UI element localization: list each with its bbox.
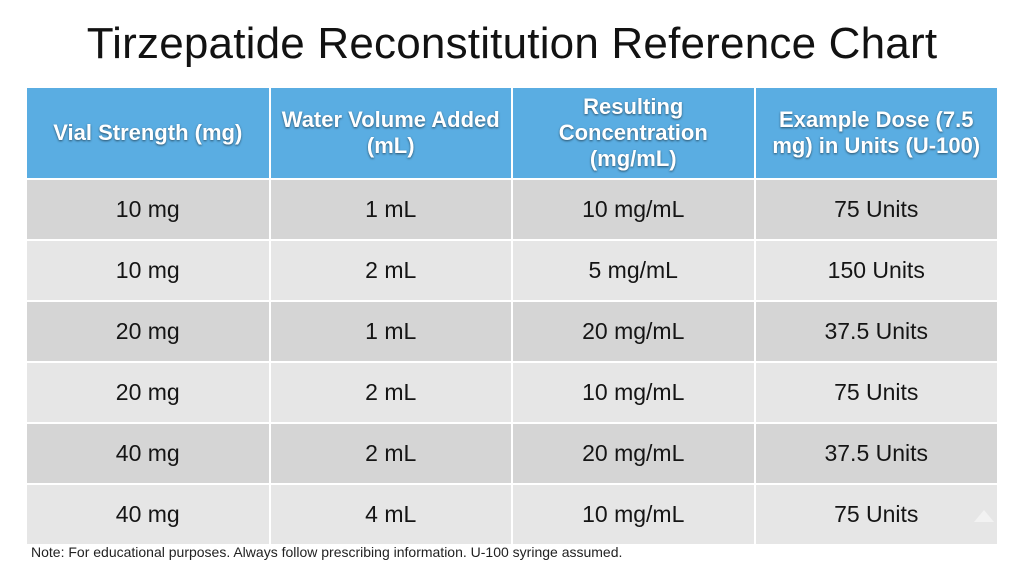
footnote: Note: For educational purposes. Always f… — [31, 544, 623, 560]
cell-vial-strength: 10 mg — [27, 178, 271, 240]
cell-concentration: 20 mg/mL — [512, 300, 756, 362]
header-water-volume: Water Volume Added (mL) — [269, 88, 513, 179]
table-row: 10 mg 2 mL 5 mg/mL 150 Units — [27, 239, 997, 301]
cell-concentration: 20 mg/mL — [512, 422, 756, 484]
cell-example-dose: 37.5 Units — [754, 300, 997, 362]
cell-water-volume: 2 mL — [269, 361, 513, 423]
header-example-dose: Example Dose (7.5 mg) in Units (U-100) — [754, 88, 997, 179]
cell-concentration: 10 mg/mL — [512, 361, 756, 423]
cell-example-dose: 75 Units — [754, 483, 997, 544]
cell-vial-strength: 20 mg — [27, 300, 271, 362]
cell-example-dose: 37.5 Units — [754, 422, 997, 484]
cell-example-dose: 75 Units — [754, 361, 997, 423]
cell-concentration: 10 mg/mL — [512, 178, 756, 240]
cell-example-dose: 150 Units — [754, 239, 997, 301]
cell-example-dose: 75 Units — [754, 178, 997, 240]
cell-water-volume: 2 mL — [269, 422, 513, 484]
cell-water-volume: 1 mL — [269, 300, 513, 362]
cell-water-volume: 4 mL — [269, 483, 513, 544]
cell-concentration: 10 mg/mL — [512, 483, 756, 544]
header-concentration: Resulting Concentration (mg/mL) — [512, 88, 756, 179]
reference-table: Vial Strength (mg) Water Volume Added (m… — [27, 88, 997, 544]
cell-water-volume: 1 mL — [269, 178, 513, 240]
table-row: 40 mg 2 mL 20 mg/mL 37.5 Units — [27, 422, 997, 484]
reference-table-container: Vial Strength (mg) Water Volume Added (m… — [27, 88, 997, 544]
cell-vial-strength: 20 mg — [27, 361, 271, 423]
cell-vial-strength: 40 mg — [27, 483, 271, 544]
table-row: 20 mg 1 mL 20 mg/mL 37.5 Units — [27, 300, 997, 362]
cell-vial-strength: 40 mg — [27, 422, 271, 484]
corner-decoration-icon — [974, 510, 994, 522]
table-row: 10 mg 1 mL 10 mg/mL 75 Units — [27, 178, 997, 240]
page-title: Tirzepatide Reconstitution Reference Cha… — [86, 19, 938, 68]
table-row: 20 mg 2 mL 10 mg/mL 75 Units — [27, 361, 997, 423]
table-row: 40 mg 4 mL 10 mg/mL 75 Units — [27, 483, 997, 544]
cell-concentration: 5 mg/mL — [512, 239, 756, 301]
cell-vial-strength: 10 mg — [27, 239, 271, 301]
header-vial-strength: Vial Strength (mg) — [27, 88, 271, 179]
table-header-row: Vial Strength (mg) Water Volume Added (m… — [27, 88, 997, 179]
cell-water-volume: 2 mL — [269, 239, 513, 301]
